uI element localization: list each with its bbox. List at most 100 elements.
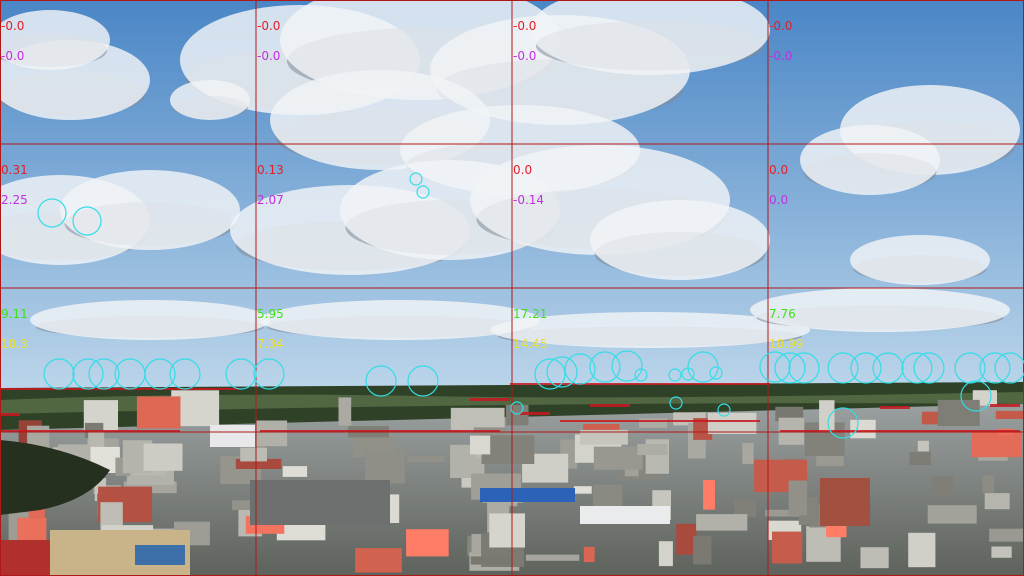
keypoint-marker (668, 368, 682, 382)
keypoint-marker (169, 358, 201, 390)
building (972, 431, 1022, 458)
keypoint-marker (416, 185, 430, 199)
keypoint-marker (634, 368, 648, 382)
building (282, 466, 308, 477)
building (624, 466, 639, 477)
cell-value-secondary: -0.14 (513, 193, 545, 207)
keypoint-marker (589, 351, 621, 383)
building (255, 420, 288, 447)
building (525, 554, 580, 561)
red-tower (820, 478, 870, 526)
keypoint-marker (407, 365, 439, 397)
cell-value-primary: 0.13 (257, 163, 284, 177)
cell-value-primary: 0.31 (1, 163, 28, 177)
cell-value-primary: -0.0 (1, 19, 25, 33)
cloud (170, 80, 250, 120)
keypoint-marker (827, 352, 859, 384)
building (696, 514, 748, 531)
keypoint-marker (72, 358, 104, 390)
keypoint-marker (979, 352, 1011, 384)
building (995, 410, 1024, 419)
building (235, 458, 282, 469)
building (927, 505, 977, 524)
building (982, 475, 995, 493)
keypoint-marker (669, 396, 683, 410)
building (573, 486, 592, 494)
cell-value-secondary: 2.07 (257, 193, 284, 207)
building (136, 396, 181, 429)
building (143, 443, 183, 471)
building (908, 532, 936, 568)
white-roof (580, 506, 670, 524)
building (984, 493, 1010, 510)
cell-value-secondary: 10.3 (1, 337, 28, 351)
keypoint-marker (564, 353, 596, 385)
shopping-center (250, 480, 390, 525)
keypoint-marker (72, 206, 102, 236)
keypoint-marker (409, 172, 423, 186)
cloud (850, 235, 990, 285)
building (989, 528, 1024, 542)
cloud (0, 10, 110, 70)
keypoint-marker (788, 352, 820, 384)
feature-line (990, 404, 1020, 407)
keypoint-marker (827, 407, 859, 439)
building (406, 529, 449, 557)
keypoint-marker (546, 356, 578, 388)
cell-value-secondary: 0.0 (769, 193, 789, 207)
building (580, 429, 628, 445)
building (991, 546, 1012, 558)
building (365, 451, 405, 484)
building (450, 407, 505, 431)
building (734, 499, 757, 517)
keypoint-marker (43, 358, 75, 390)
cell-value-primary: 9.11 (1, 307, 28, 321)
keypoint-marker (88, 358, 120, 390)
keypoint-marker (365, 365, 397, 397)
building (917, 440, 929, 452)
building (470, 556, 511, 565)
feature-line (560, 420, 760, 422)
building (775, 406, 804, 422)
keypoint-marker (225, 358, 257, 390)
keypoint-marker (913, 352, 945, 384)
building (338, 397, 352, 426)
keypoint-markers (37, 172, 1024, 439)
cell-value-secondary: -0.0 (513, 49, 537, 63)
building (931, 476, 953, 497)
cell-value-primary: -0.0 (257, 19, 281, 33)
building (937, 399, 980, 427)
buildings (0, 390, 1024, 576)
cell-value-secondary: 14.45 (513, 337, 548, 351)
building (593, 446, 643, 470)
building (480, 477, 508, 488)
cloud (530, 0, 770, 75)
keypoint-marker (611, 350, 643, 382)
keypoint-marker (774, 352, 806, 384)
keypoint-marker (872, 352, 904, 384)
feature-line (0, 388, 240, 390)
building (909, 451, 931, 466)
keypoint-marker (901, 352, 933, 384)
red-store (0, 540, 50, 576)
building (639, 418, 668, 428)
cell-value-secondary: 10.99 (769, 337, 804, 351)
keypoint-marker (954, 352, 986, 384)
cell-value-primary: -0.0 (513, 19, 537, 33)
building (489, 513, 525, 548)
feature-line (470, 398, 510, 401)
cloud (800, 125, 940, 195)
keypoint-marker (994, 352, 1024, 384)
cloud (750, 288, 1010, 332)
building (505, 404, 529, 426)
building (772, 531, 803, 564)
keypoint-marker (850, 352, 882, 384)
cell-value-primary: 5.95 (257, 307, 284, 321)
feature-line (520, 412, 550, 415)
keypoint-marker (37, 198, 67, 228)
cloud (30, 300, 270, 340)
blue-roof (480, 488, 575, 502)
